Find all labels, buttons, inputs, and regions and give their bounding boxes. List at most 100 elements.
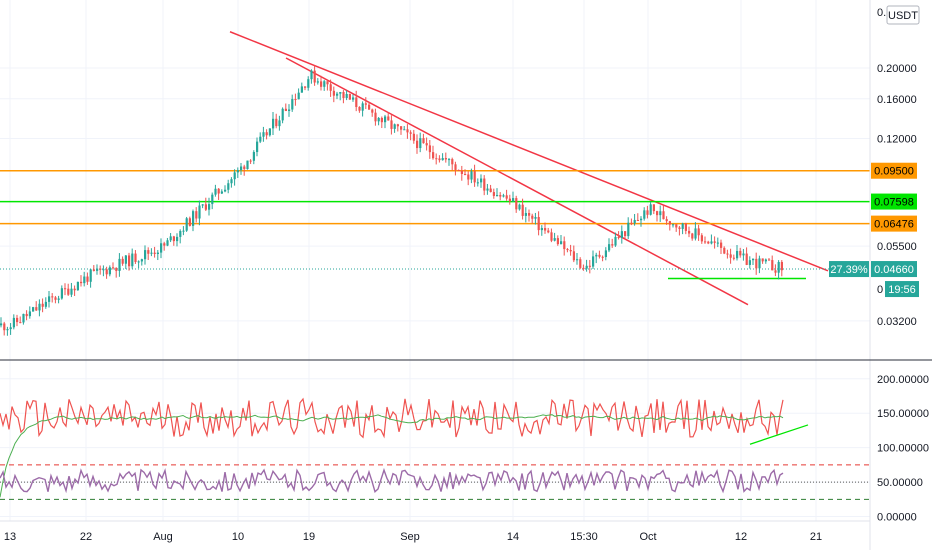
candle-body (230, 179, 233, 184)
candle-body (406, 129, 409, 133)
candle-body (150, 252, 153, 254)
candle-body (460, 170, 463, 174)
candle-body (300, 86, 303, 93)
candle-body (768, 259, 771, 261)
candle-body (80, 281, 83, 284)
candle-body (531, 215, 534, 219)
currency-label-box[interactable] (886, 5, 920, 25)
resistance-trendline[interactable] (229, 31, 829, 272)
candle-body (752, 258, 755, 261)
candle-body (681, 223, 684, 229)
candle-body (272, 118, 275, 129)
candle-body (512, 198, 515, 202)
candle-body (374, 112, 377, 122)
candle-body (672, 224, 675, 226)
candle-body (214, 188, 217, 195)
candle-body (777, 261, 780, 273)
candle-body (249, 160, 252, 162)
candle-body (259, 136, 262, 142)
candle-body (588, 265, 591, 267)
time-tick-label: 22 (80, 531, 92, 543)
countdown-tag-text: 19:56 (888, 284, 916, 296)
candle-body (246, 160, 249, 170)
candle-body (307, 79, 310, 88)
candle-body (163, 243, 166, 246)
candle-body (630, 222, 633, 224)
candle-body (688, 230, 691, 234)
candle-body (496, 195, 499, 197)
candle-body (256, 141, 259, 153)
candle-body (508, 198, 511, 202)
time-tick-label: 21 (810, 531, 822, 543)
candle-body (432, 152, 435, 159)
candle-body (556, 238, 559, 245)
candle-body (560, 241, 563, 245)
candle-body (275, 118, 278, 127)
candle-body (438, 158, 441, 161)
candle-body (332, 90, 335, 96)
time-tick-label: Oct (639, 531, 656, 543)
candle-body (700, 235, 703, 242)
level-price-tag (871, 215, 917, 232)
candle-body (668, 221, 671, 225)
trendlines (229, 31, 829, 306)
candle-body (342, 92, 345, 98)
candle-body (771, 260, 774, 271)
candle-body (723, 247, 726, 254)
candle-body (569, 249, 572, 252)
candle-body (643, 210, 646, 219)
candle-body (492, 192, 495, 196)
candle-body (128, 255, 131, 267)
candle-body (70, 288, 73, 295)
price-tick-label: 0.12000 (877, 133, 917, 145)
candle-body (537, 216, 540, 231)
candle-body (716, 242, 719, 244)
grid-lines (0, 0, 870, 521)
candle-body (310, 70, 313, 80)
level-price-tag-text: 0.07598 (874, 197, 914, 209)
candle-body (268, 128, 271, 136)
candle-body (598, 254, 601, 257)
indicator-trendline[interactable] (749, 424, 809, 445)
candle-body (371, 109, 374, 113)
candle-body (316, 81, 319, 83)
level-price-tag-text: 0.09500 (874, 166, 914, 178)
candle-body (419, 138, 422, 149)
candle-body (476, 182, 479, 184)
candle-body (620, 231, 623, 238)
candle-body (28, 311, 31, 317)
candle-body (326, 81, 329, 85)
candle-body (652, 204, 655, 212)
candle-body (179, 231, 182, 237)
candle-body (115, 267, 118, 271)
candle-body (35, 307, 38, 311)
resistance-trendline[interactable] (285, 57, 749, 306)
candle-body (320, 81, 323, 87)
candle-body (454, 164, 457, 170)
candle-body (38, 303, 41, 311)
countdown-tag (885, 281, 919, 298)
candle-body (204, 204, 207, 210)
candle-body (96, 268, 99, 271)
candle-body (726, 253, 729, 255)
candle-body (99, 268, 102, 270)
candle-body (67, 288, 70, 295)
candle-body (739, 250, 742, 256)
indicator-tick-label: 100.00000 (877, 443, 929, 455)
candle-body (633, 219, 636, 224)
candle-body (345, 93, 348, 98)
candle-body (614, 236, 617, 246)
candle-body (428, 145, 431, 153)
candle-body (329, 84, 332, 91)
candle-body (147, 250, 150, 254)
candle-body (288, 109, 291, 112)
time-tick-label: Aug (153, 531, 173, 543)
candle-body (105, 269, 108, 275)
candle-body (742, 253, 745, 256)
candle-body (243, 166, 246, 170)
candle-body (412, 133, 415, 141)
candle-body (486, 188, 489, 191)
candle-body (124, 255, 127, 264)
candle-body (544, 228, 547, 231)
